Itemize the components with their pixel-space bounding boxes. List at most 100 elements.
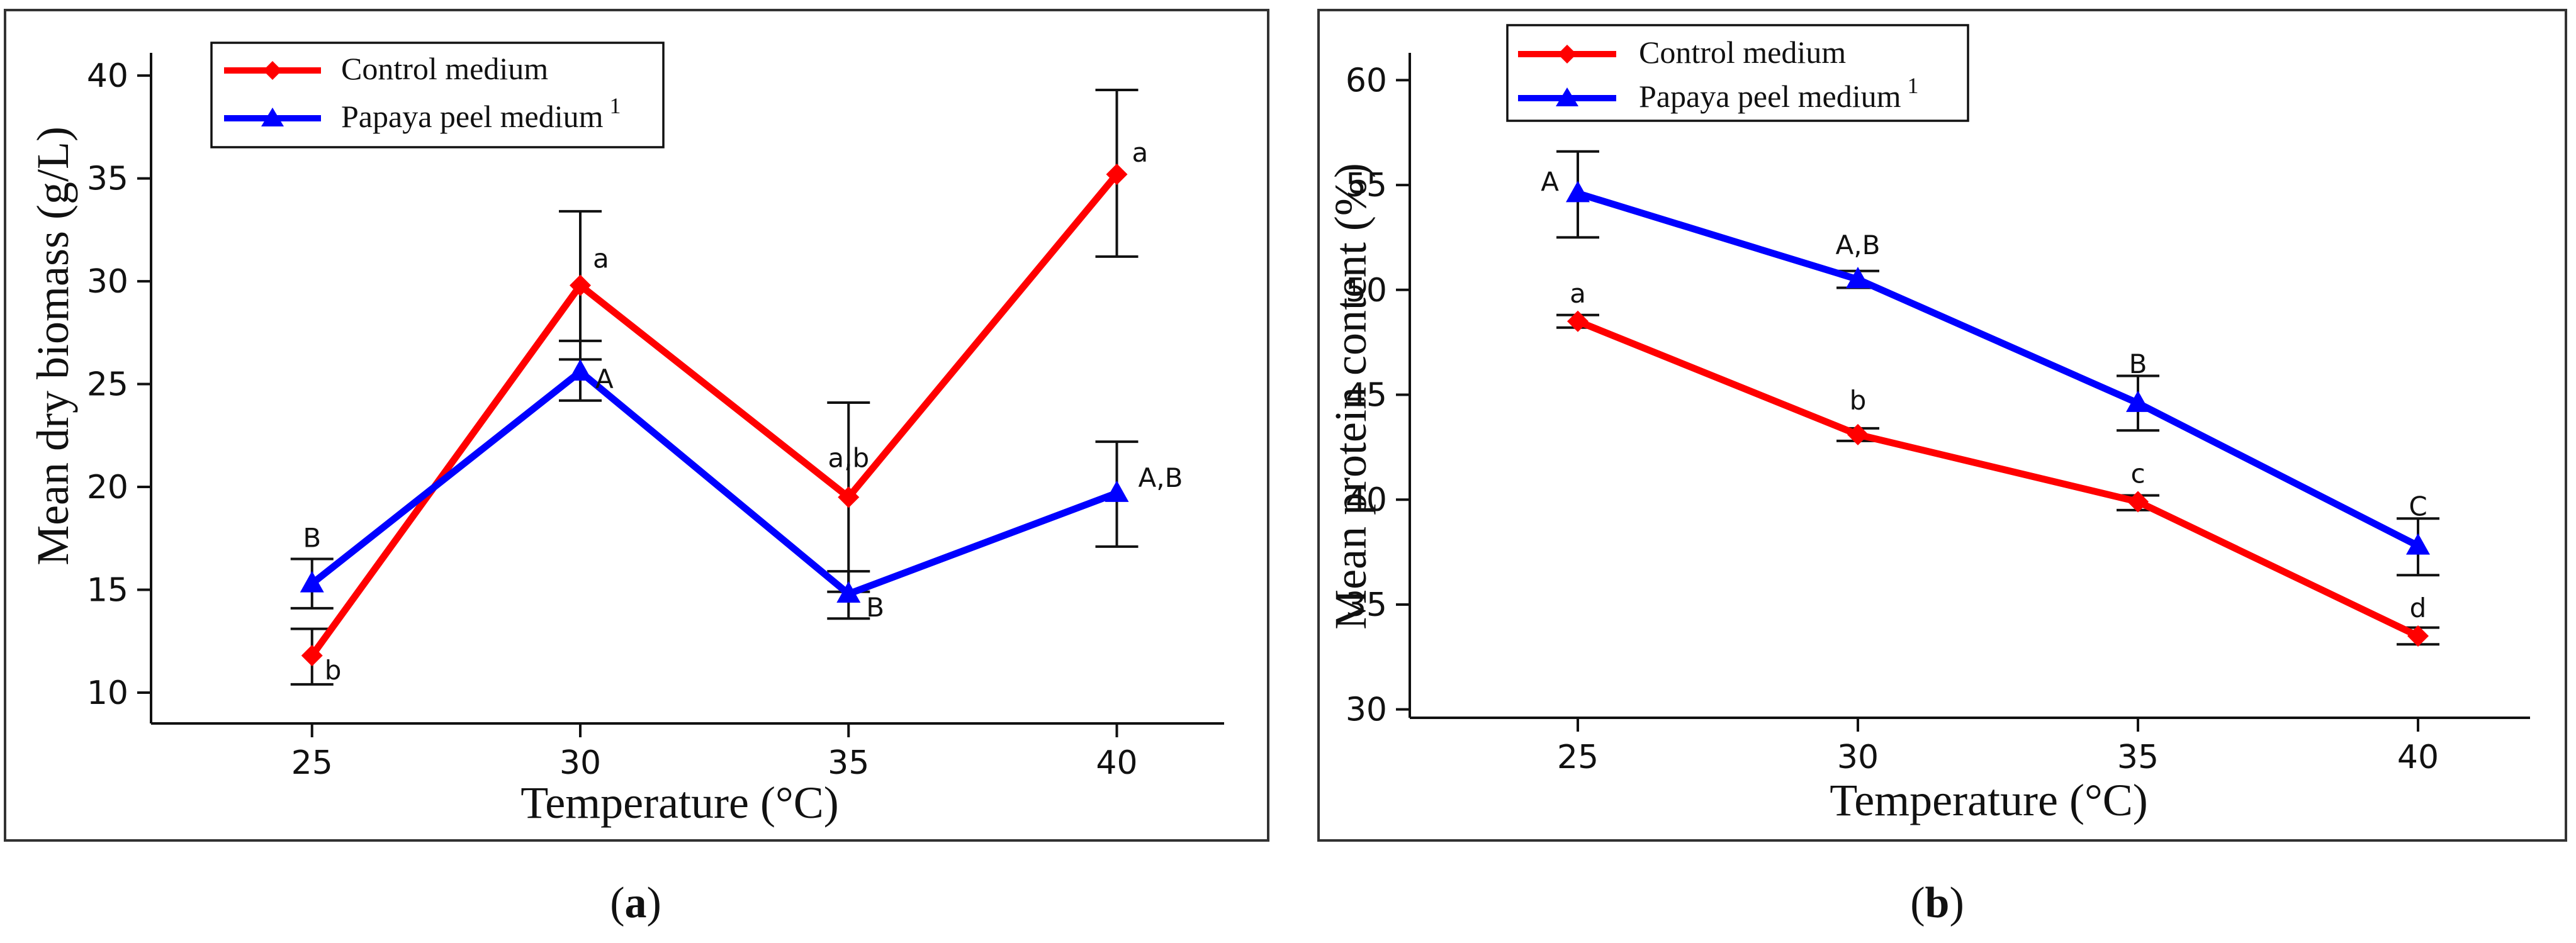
panel-a-series-lines [309,172,1120,658]
panel-a-papaya-point [1105,480,1129,502]
panel-b-control-line [1576,318,2420,639]
panel-b-control-point [2407,625,2429,647]
panel-b-frame [1317,9,2567,842]
panel-b-control-point [1567,310,1589,332]
panel-b-legend-control-marker [1558,45,1577,64]
panel-a-chart: 10 15 20 25 30 35 40 25 30 35 40 b a a,b a B A B A,B Temp… [4,9,1269,842]
panel-a-control-sig-label: a [593,243,609,274]
panel-a-y-tick-label: 20 [87,469,128,506]
panel-b-markers [1566,181,2430,647]
panel-a-x-tick-label: 25 [291,744,333,782]
panel-b-control-sig-label: d [2410,593,2427,623]
panel-b-control-point [1847,423,1869,445]
panel-b-legend-papaya-marker [1556,87,1578,106]
panel-b-caption-letter: b [1925,879,1950,927]
panel-a-legend-control-label: Control medium [341,51,548,86]
panel-a-markers [300,164,1129,667]
panel-a-x-axis-title: Temperature (°C) [520,778,839,828]
panel-b-caption-close: ) [1949,879,1964,927]
panel-b-x-tick-label: 35 [2117,739,2159,776]
panel-b-papaya-point [2126,390,2150,412]
panel-b-caption: (b) [1910,879,1964,927]
panel-b-legend-box [1506,24,1969,122]
panel-a-x-tick-label: 30 [560,744,601,782]
panel-a-y-tick-label: 30 [87,263,128,301]
panel-a-y-tick-label: 35 [87,160,128,198]
panel-a-caption-close: ) [647,879,661,927]
panel-a-y-tick-label: 15 [87,571,128,609]
panel-a-control-sig-label: a,b [828,442,869,473]
panel-a-caption-open: ( [610,879,624,927]
panel-b-control-sig-label: c [2130,459,2145,489]
panel-a-control-sig-label: a [1132,137,1149,168]
panel-b-y-tick-label: 60 [1346,62,1387,99]
panel-b-y-axis-title: Mean protein content (%) [1325,163,1376,630]
panel-a-axes: 10 15 20 25 30 35 40 25 30 35 40 [87,53,1224,782]
panel-a-papaya-line [310,368,1118,598]
panel-a-x-tick-label: 35 [828,744,869,782]
panel-a-significance-labels: b a a,b a B A B A,B [303,137,1183,686]
panel-a-control-point [301,645,323,667]
panel-a-y-axis-title: Mean dry biomass (g/L) [28,126,78,566]
panel-b-legend-papaya-label: Papaya peel medium [1639,79,1901,114]
panel-b-legend-control-label: Control medium [1639,35,1846,70]
panel-a-papaya-sig-label: A,B [1139,462,1183,493]
panel-a-y-tick-label: 10 [87,674,128,712]
panel-a-papaya-sig-label: B [866,592,884,623]
panel-a-caption-letter: a [625,879,647,927]
panel-b-y-tick-label: 30 [1346,691,1387,729]
panel-a-papaya-point [568,359,592,381]
panel-a-y-tick-label: 40 [87,57,128,95]
panel-b-x-tick-label: 25 [1557,739,1599,776]
panel-a-legend-papaya-label: Papaya peel medium [341,99,604,134]
panel-b-papaya-sig-label: A,B [1836,230,1881,260]
panel-b-papaya-sig-label: A [1541,166,1559,197]
panel-a-papaya-sig-label: A [595,364,614,394]
panel-b-y-tick-label: 55 [1346,167,1387,204]
panel-b-control-sig-label: b [1850,385,1867,416]
panel-b-papaya-point [2406,533,2430,555]
panel-b-x-axis-title: Temperature (°C) [1830,775,2148,825]
panel-b-papaya-line [1577,190,2420,549]
panel-b-significance-labels: a b c d A A,B B C [1541,166,2427,623]
panel-a-caption: (a) [610,879,661,927]
panel-a-control-point [838,486,860,508]
panel-b-control-sig-label: a [1570,278,1586,309]
panel-a-frame [4,9,1269,842]
panel-a-y-tick-label: 25 [87,366,128,404]
panel-a-papaya-sig-label: B [303,523,321,554]
panel-a-legend: Control medium Papaya peel medium 1 [210,42,665,148]
panel-b-series-lines [1576,190,2420,639]
panel-a-legend-box [210,42,665,148]
panel-a-control-line [309,172,1120,658]
panel-b-axes: 30 35 40 45 50 55 60 25 30 35 40 [1346,53,2530,776]
panel-a-control-point [1106,164,1128,186]
panel-b-y-tick-label: 40 [1346,481,1387,519]
panel-b-legend-papaya-superscript: 1 [1908,73,1919,98]
panel-a-legend-control-marker [263,61,282,80]
panel-a-control-point [570,274,591,296]
panel-a-legend-papaya-label-row: Papaya peel medium 1 [341,93,621,134]
panel-b-x-tick-label: 30 [1837,739,1879,776]
panel-b-legend-papaya-label-row: Papaya peel medium 1 [1639,73,1919,114]
panel-a-papaya-point [300,571,324,593]
panel-b-papaya-point [1846,267,1870,289]
panel-a-control-sig-label: b [325,655,342,686]
panel-b-papaya-point [1566,181,1590,203]
panel-b-y-tick-label: 45 [1346,377,1387,415]
panel-b-papaya-sig-label: C [2409,491,2427,522]
panel-a-legend-papaya-superscript: 1 [610,93,621,118]
panel-b-papaya-sig-label: B [2129,349,2147,379]
panel-b-x-tick-label: 40 [2397,739,2439,776]
panel-b-legend: Control medium Papaya peel medium 1 [1506,24,1969,122]
panel-a-x-tick-label: 40 [1096,744,1137,782]
panel-b-chart: 30 35 40 45 50 55 60 25 30 35 40 a b c d A A,B B C Temper… [1317,9,2567,842]
panel-b-y-tick-label: 35 [1346,586,1387,624]
panel-a-legend-papaya-marker [261,108,284,126]
panel-a-papaya-point [836,581,861,603]
panel-b-y-tick-label: 50 [1346,272,1387,310]
panel-b-caption-open: ( [1910,879,1925,927]
panel-b-control-point [2127,491,2149,513]
